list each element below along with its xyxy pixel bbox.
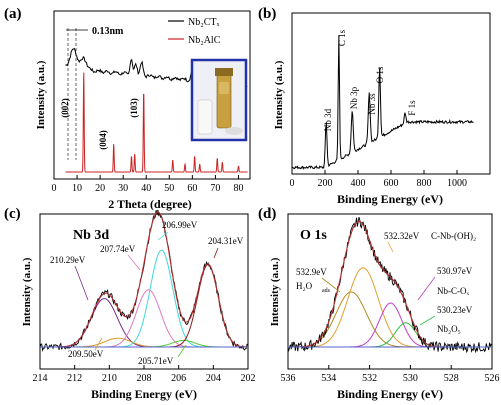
x-tick-label: 10	[72, 183, 82, 194]
panel-b: (b) 0 200 400 600 800 1000 Binding Energy (eV…	[258, 6, 491, 206]
panel-b-xlabel: Binding Energy (eV)	[337, 192, 443, 206]
peak-label-210: 210.29eV	[50, 255, 86, 265]
panel-d: (d) 536 534 532 530 528 526 O 1s Binding Ener…	[258, 206, 500, 401]
peak-label-206-99: 206.99eV	[162, 220, 198, 230]
legend-label-nb2alc: Nb₂AlC	[188, 35, 221, 46]
nb2alc-curve	[65, 72, 248, 173]
x-tick-label: 600	[384, 178, 399, 189]
peak-label-530-23: 530.23eV	[437, 305, 473, 315]
pointer-530-23	[419, 315, 436, 326]
panel-a: (a) 0 10 20 30 40 50 60 70 80 2 Theta (degree) I…	[4, 6, 251, 211]
pointer-207-74	[127, 254, 141, 271]
panel-d-title: O 1s	[300, 228, 327, 243]
peak-label-530-97: 530.97eV	[437, 266, 473, 276]
pointer-204-31	[213, 247, 219, 259]
x-tick-label: 534	[321, 373, 336, 384]
peak-label-h2o: H₂O	[296, 281, 313, 291]
peak-label-532-9: 532.9eV	[296, 267, 327, 277]
peak-label-204-31: 204.31eV	[208, 236, 244, 246]
x-tick-label: 800	[417, 178, 432, 189]
peak-label-002: (002)	[60, 98, 70, 118]
x-tick-label: 1000	[447, 178, 467, 189]
peak-label-nb3d: Nb 3d	[323, 108, 333, 131]
panel-a-xlabel: 2 Theta (degree)	[108, 197, 192, 211]
x-tick-label: 212	[67, 373, 82, 384]
peak-label-c1s: C 1s	[337, 29, 347, 46]
peak-label-103: (103)	[129, 98, 139, 118]
x-tick-label: 400	[351, 178, 366, 189]
x-tick-label: 210	[102, 373, 117, 384]
nb3d-raw-curve	[39, 209, 248, 352]
panel-c-title: Nb 3d	[73, 228, 109, 243]
panel-b-letter: (b)	[258, 6, 276, 22]
panel-d-xlabel: Binding Energy (eV)	[337, 387, 443, 401]
panel-c-ylabel: Intensity (a.u.)	[21, 257, 33, 326]
peak-label-004: (004)	[98, 130, 108, 150]
pointer-532-32	[387, 241, 394, 253]
x-tick-label: 204	[206, 373, 221, 384]
nb3d-fit-curve	[39, 211, 248, 348]
panel-a-ylabel: Intensity (a.u.)	[35, 60, 47, 129]
x-tick-label: 0	[290, 178, 295, 189]
annotation-d-spacing: 0.13nm	[92, 26, 124, 37]
panel-b-frame	[291, 12, 491, 175]
x-tick-label: 206	[171, 373, 186, 384]
x-tick-label: 60	[187, 183, 197, 194]
panel-c-letter: (c)	[4, 206, 21, 222]
inset-photo	[190, 58, 248, 142]
x-tick-label: 214	[33, 373, 48, 384]
x-tick-label: 530	[403, 373, 418, 384]
panel-a-letter: (a)	[4, 6, 22, 22]
x-tick-label: 202	[241, 373, 256, 384]
x-tick-label: 536	[281, 373, 296, 384]
nb3d-component	[40, 263, 248, 348]
pointer-206-99	[157, 231, 169, 241]
peak-label-nb2o5: Nb₂O₅	[437, 324, 461, 334]
peak-label-532-32: 532.32eV	[384, 231, 420, 241]
pointer-210	[74, 265, 89, 301]
panel-c-xlabel: Binding Energy (eV)	[91, 387, 197, 401]
pointer-205-71	[177, 344, 187, 358]
peak-label-nb3s: Nb 3s	[367, 93, 377, 115]
panel-d-frame	[287, 213, 493, 370]
peak-label-nb-c-ox: Nb-C-Oₓ	[437, 286, 469, 296]
panel-d-ylabel: Intensity (a.u.)	[269, 257, 281, 326]
pointer-530-97	[417, 276, 436, 301]
x-tick-label: 30	[118, 183, 128, 194]
panel-a-frame	[53, 10, 251, 180]
peak-label-c-nb-oh2: C-Nb-(OH)₂	[431, 231, 476, 241]
peak-label-f1s: F 1s	[407, 100, 417, 116]
peak-label-205-71: 205.71eV	[138, 356, 174, 366]
x-tick-label: 50	[164, 183, 174, 194]
peak-label-209-50: 209.50eV	[68, 349, 104, 359]
x-tick-label: 40	[141, 183, 151, 194]
panel-d-letter: (d)	[258, 206, 276, 222]
x-tick-label: 200	[318, 178, 333, 189]
peak-label-nb3p: Nb 3p	[349, 86, 359, 109]
pointer-209-50	[94, 337, 103, 351]
peak-label-207-74: 207.74eV	[100, 244, 136, 254]
panel-b-ylabel: Intensity (a.u.)	[273, 60, 285, 129]
x-tick-label: 526	[485, 373, 500, 384]
xps-survey-curve	[291, 35, 474, 170]
legend-label-nb2ctx: Nb₂CTₓ	[188, 17, 219, 28]
x-tick-label: 208	[137, 373, 152, 384]
peak-label-o1s: O 1s	[375, 66, 385, 83]
x-tick-label: 80	[233, 183, 243, 194]
pointer-532-9	[321, 277, 341, 293]
x-tick-label: 70	[210, 183, 220, 194]
nb3d-component	[39, 298, 248, 348]
peak-label-ads: ads	[322, 288, 331, 294]
x-tick-label: 528	[444, 373, 459, 384]
x-tick-label: 20	[95, 183, 105, 194]
o1s-raw-curve	[287, 216, 493, 354]
x-tick-label: 532	[362, 373, 377, 384]
x-tick-label: 0	[52, 183, 57, 194]
panel-c: (c) 214 212 210 208 206 204 202 Nb 3d Binding …	[4, 206, 256, 401]
